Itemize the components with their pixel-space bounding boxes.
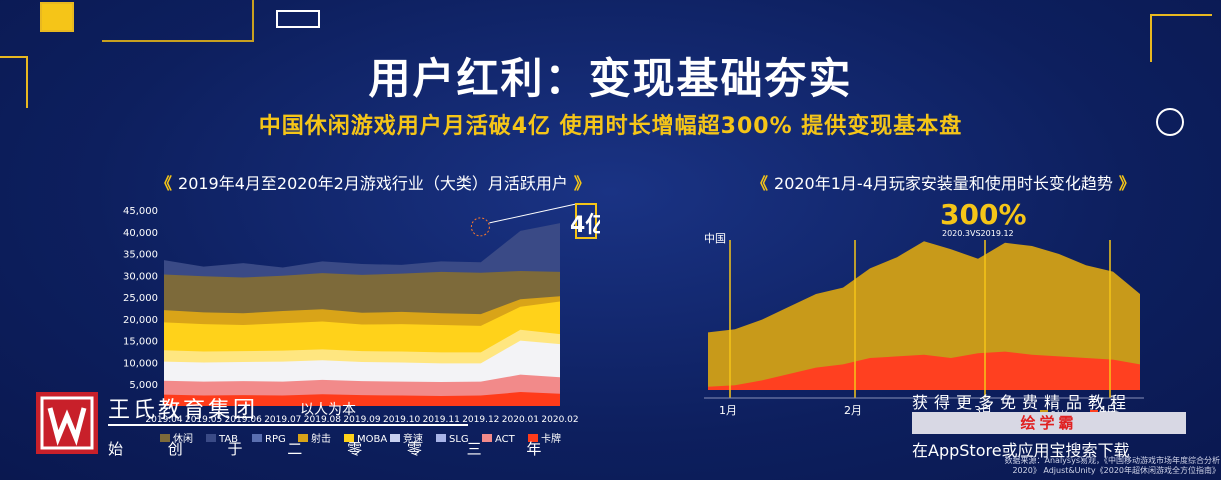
y-tick-label: 20,000 — [123, 315, 158, 326]
peak-marker — [470, 217, 490, 237]
area-series-时长 — [708, 241, 1140, 390]
legend-label: SLG — [449, 434, 469, 445]
frame-line-top — [102, 0, 254, 42]
brand-founded: 始 创 于 二 零 零 三 年 — [108, 440, 562, 458]
legend-swatch — [436, 434, 446, 442]
callout-label: 4亿 — [570, 213, 600, 238]
legend-label: RPG — [265, 434, 286, 445]
y-tick-label: 5,000 — [129, 380, 158, 391]
highlight-note: 2020.3VS2019.12 — [942, 229, 1014, 238]
y-tick-label: 45,000 — [123, 206, 158, 217]
watermark-badge: 绘学霸 — [912, 412, 1186, 434]
x-tick-label: 2019.06 — [225, 415, 262, 425]
legend-swatch — [344, 434, 354, 442]
w-logo-icon — [40, 396, 94, 450]
x-tick-label: 2019.11 — [423, 415, 460, 425]
callout-box — [575, 203, 597, 239]
chart2-title-wrap: 《 2020年1月-4月玩家安装量和使用时长变化趋势》 — [752, 174, 1135, 193]
x-tick-label: 2020.01 — [502, 415, 539, 425]
legend-label: MOBA — [357, 434, 387, 445]
chart1-title-wrap: 《 2019年4月至2020年2月游戏行业（大类）月活跃用户》 — [156, 174, 590, 193]
month-label: 2月 — [844, 404, 862, 417]
legend-swatch — [206, 434, 216, 442]
legend-label: TAB — [218, 434, 238, 445]
frame-line-right — [1150, 14, 1212, 62]
legend-swatch — [298, 434, 308, 442]
legend-swatch — [252, 434, 262, 442]
legend-label: 卡牌 — [541, 432, 561, 445]
month-label: 1月 — [719, 404, 737, 417]
chart1-title: 2019年4月至2020年2月游戏行业（大类）月活跃用户 — [178, 174, 568, 193]
watermark-line2: 在AppStore或应用宝搜索下载 — [912, 441, 1130, 460]
page-title: 用户红利：变现基础夯实 — [368, 54, 853, 103]
x-tick-label: 2020.02 — [541, 415, 578, 425]
area-series-安装 — [708, 351, 1140, 390]
legend-label: 休闲 — [173, 432, 193, 445]
chevron-icon — [276, 10, 320, 28]
legend-swatch — [160, 434, 170, 442]
callout-line — [489, 203, 577, 224]
data-source: 数据来源：Analysys易观，《中国移动游戏市场年度综合分析2020》 Adj… — [1004, 456, 1220, 475]
x-tick-label: 2019.04 — [145, 415, 182, 425]
region-label: 中国 — [704, 232, 726, 245]
legend-swatch — [528, 434, 538, 442]
x-tick-label: 2019.05 — [185, 415, 222, 425]
highlight-value: 300% — [940, 198, 1027, 231]
legend-label: 竞速 — [403, 432, 423, 445]
chart2-title: 2020年1月-4月玩家安装量和使用时长变化趋势 — [774, 174, 1113, 193]
legend-label: ACT — [495, 434, 516, 445]
y-tick-label: 15,000 — [123, 337, 158, 348]
x-tick-label: 2019.12 — [462, 415, 499, 425]
mau-area-chart: 45,000 40,000 35,000 30,000 25,000 20,000 15,0… — [123, 203, 600, 445]
x-tick-label: 2019.07 — [264, 415, 301, 425]
legend-label: 射击 — [311, 433, 331, 445]
x-tick-label: 2019.09 — [343, 415, 380, 425]
y-tick-label: 35,000 — [123, 250, 158, 261]
y-tick-label: 10,000 — [123, 358, 158, 369]
y-tick-label: 30,000 — [123, 271, 158, 282]
area-series-卡牌 — [164, 392, 560, 406]
page-subtitle: 中国休闲游戏用户月活破4亿 使用时长增幅超300% 提供变现基本盘 — [258, 114, 963, 139]
brand-divider — [108, 424, 468, 426]
frame-line-left — [0, 56, 28, 108]
legend-swatch — [482, 434, 492, 442]
y-tick-label: 25,000 — [123, 293, 158, 304]
watermark-line1: 获得更多免费精品教程 — [912, 393, 1133, 412]
brand-name: 王氏教育集团 — [108, 398, 259, 423]
play-icon — [1156, 108, 1184, 136]
legend-swatch — [390, 434, 400, 442]
brand-logo — [36, 392, 98, 454]
x-tick-label: 2019.10 — [383, 415, 420, 425]
y-tick-label: 40,000 — [123, 228, 158, 239]
brand-slogan: 以人为本 — [300, 402, 356, 418]
corner-square — [40, 2, 74, 32]
x-tick-label: 2019.08 — [304, 415, 341, 425]
